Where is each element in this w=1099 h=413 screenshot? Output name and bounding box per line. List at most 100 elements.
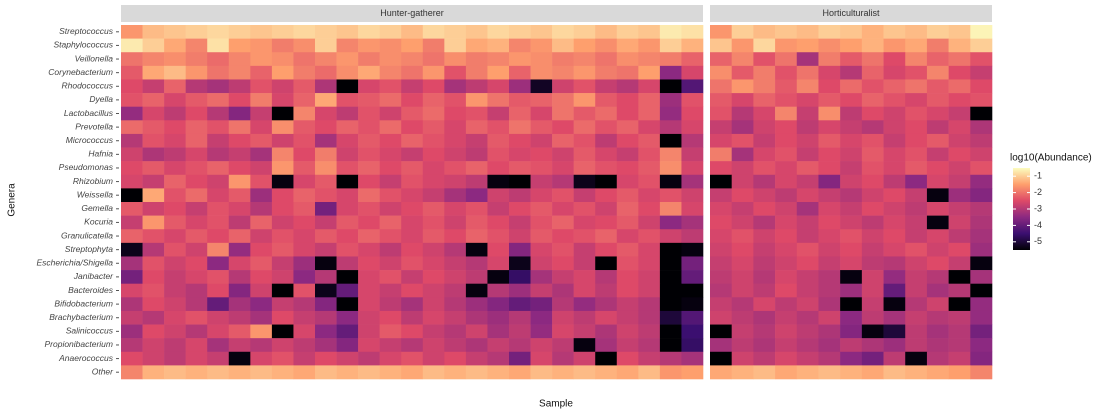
heat-cell bbox=[250, 174, 273, 189]
heat-cell bbox=[250, 147, 273, 162]
y-tick-label: Veillonella bbox=[75, 53, 114, 63]
heat-cell bbox=[142, 161, 165, 176]
heat-cell bbox=[358, 256, 380, 271]
heat-cell bbox=[616, 283, 639, 298]
heat-cell bbox=[905, 351, 928, 366]
heat-cell bbox=[818, 106, 841, 121]
heat-cell bbox=[753, 256, 776, 271]
heat-cell bbox=[948, 120, 971, 135]
heat-cell bbox=[840, 256, 863, 271]
heat-cell bbox=[753, 106, 776, 121]
heat-cell bbox=[681, 242, 704, 257]
heat-cell bbox=[659, 52, 682, 67]
heat-cell bbox=[250, 79, 273, 94]
heat-cell bbox=[775, 65, 798, 80]
heat-cell bbox=[293, 93, 316, 107]
heat-cell bbox=[731, 79, 754, 94]
heat-cell bbox=[861, 38, 884, 53]
heat-cell bbox=[638, 120, 661, 135]
heat-cell bbox=[818, 38, 841, 53]
y-tick-label: Anaerococcus bbox=[58, 353, 114, 363]
heat-cell bbox=[142, 242, 165, 257]
heat-cell bbox=[818, 133, 841, 148]
heat-cell bbox=[487, 215, 510, 230]
heat-cell bbox=[573, 256, 596, 271]
heat-cell bbox=[509, 52, 531, 67]
heat-cell bbox=[970, 351, 993, 366]
heat-cell bbox=[840, 93, 863, 107]
heat-cell bbox=[638, 106, 661, 121]
heat-cell bbox=[731, 338, 754, 353]
y-tick-label: Streptococcus bbox=[59, 26, 114, 36]
heat-cell bbox=[731, 65, 754, 80]
heat-cell bbox=[818, 351, 841, 366]
heat-cell bbox=[926, 93, 949, 107]
heat-cell bbox=[250, 65, 273, 80]
heat-cell bbox=[905, 256, 928, 271]
heat-cell bbox=[509, 310, 531, 325]
heat-cell bbox=[401, 215, 424, 230]
heat-cell bbox=[401, 106, 424, 121]
heat-cell bbox=[840, 229, 863, 244]
heat-cell bbox=[487, 120, 510, 135]
heat-cell bbox=[530, 188, 553, 203]
heat-cell bbox=[164, 65, 186, 80]
heat-cell bbox=[293, 270, 316, 284]
heat-cell bbox=[659, 25, 682, 39]
heat-cell bbox=[487, 229, 510, 244]
heat-cell bbox=[796, 161, 819, 176]
heat-cell bbox=[710, 351, 732, 366]
heat-cell bbox=[142, 202, 165, 216]
heat-cell bbox=[552, 338, 574, 353]
heat-cell bbox=[293, 79, 316, 94]
heat-cell bbox=[530, 229, 553, 244]
heat-cell bbox=[552, 242, 574, 257]
heat-cell bbox=[336, 174, 359, 189]
heat-cell bbox=[487, 79, 510, 94]
heat-cell bbox=[681, 310, 704, 325]
heat-cell bbox=[401, 310, 424, 325]
x-axis-label: Sample bbox=[539, 399, 573, 410]
heat-cell bbox=[926, 270, 949, 284]
heat-cell bbox=[530, 93, 553, 107]
heat-cell bbox=[796, 147, 819, 162]
heat-cell bbox=[164, 147, 186, 162]
heat-cell bbox=[573, 106, 596, 121]
heat-cell bbox=[775, 133, 798, 148]
heat-cell bbox=[271, 215, 294, 230]
heat-cell bbox=[358, 351, 380, 366]
heat-cell bbox=[710, 229, 732, 244]
heat-cell bbox=[883, 324, 906, 339]
heat-cell bbox=[487, 297, 510, 312]
heat-cell bbox=[228, 202, 251, 216]
heat-cell bbox=[796, 202, 819, 216]
heat-cell bbox=[207, 297, 230, 312]
heat-cell bbox=[401, 188, 424, 203]
y-tick-label: Janibacter bbox=[73, 271, 114, 281]
heat-cell bbox=[509, 79, 531, 94]
heat-cell bbox=[315, 310, 337, 325]
heat-cell bbox=[422, 147, 445, 162]
heat-cell bbox=[336, 120, 359, 135]
heat-cell bbox=[681, 202, 704, 216]
heat-cell bbox=[315, 365, 337, 380]
heat-cell bbox=[228, 174, 251, 189]
heat-cell bbox=[228, 242, 251, 257]
heat-cell bbox=[796, 52, 819, 67]
heat-cell bbox=[595, 147, 618, 162]
y-tick-label: Hafnia bbox=[88, 149, 113, 159]
heat-cell bbox=[659, 310, 682, 325]
y-axis-label: Genera bbox=[7, 183, 18, 217]
heat-cell bbox=[970, 38, 993, 53]
heat-cell bbox=[775, 242, 798, 257]
heat-cell bbox=[465, 310, 488, 325]
heat-cell bbox=[465, 161, 488, 176]
heat-cell bbox=[552, 65, 574, 80]
heat-cell bbox=[710, 161, 732, 176]
heat-cell bbox=[336, 161, 359, 176]
heat-cell bbox=[905, 161, 928, 176]
heat-cell bbox=[753, 365, 776, 380]
heat-cell bbox=[487, 25, 510, 39]
heat-cell bbox=[638, 52, 661, 67]
heat-cell bbox=[336, 324, 359, 339]
